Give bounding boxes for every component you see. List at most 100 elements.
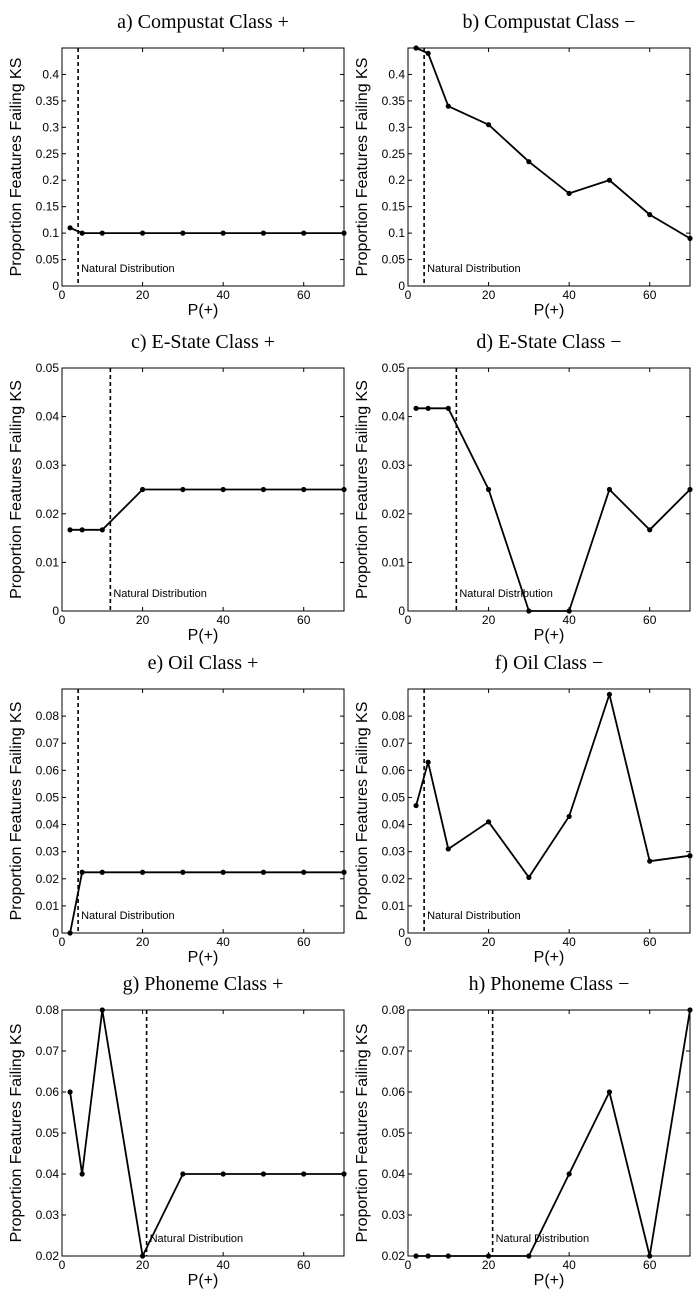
subplot-g: g) Phoneme Class + 0.02 0.03 0.04 0.05 0.06 0.… [8,973,347,1289]
x-tick-label: 60 [297,935,311,949]
y-tick-label: 0.2 [42,173,59,187]
subplot-title: f) Oil Class − [495,652,604,674]
x-tick-label: 0 [59,935,66,949]
series-line [415,47,691,240]
y-tick-label: 0.05 [382,790,406,804]
y-tick-label: 0 [52,604,59,618]
data-point [260,1171,267,1177]
x-tick-label: 20 [482,935,496,949]
y-tick-label: 0.02 [382,872,406,886]
natural-distribution-label: Natural Distribution [427,910,521,922]
y-tick-label: 0 [398,604,405,618]
data-point [566,190,572,197]
y-tick-label: 0.01 [382,899,406,913]
subplot-a: a) Compustat Class + 0 0.05 0.1 0.15 0.2 0.25 0… [8,11,347,319]
data-point [647,858,653,864]
data-point [687,1007,693,1013]
y-tick-label: 0.08 [36,1003,60,1017]
axes-frame [61,1009,345,1257]
data-point [485,486,492,493]
data-point [139,869,146,875]
y-axis-label: Proportion Features Failing KS [354,1024,371,1243]
subplot-c: c) E-State Class + 0 0.01 0.02 0.03 0.04 0.05 0… [8,331,347,644]
y-axis-label: Proportion Features Failing KS [8,702,25,921]
subplot-title: b) Compustat Class − [463,11,636,33]
natural-distribution-label: Natural Distribution [427,263,521,275]
x-tick-label: 40 [216,935,230,949]
y-tick-label: 0.2 [388,173,405,187]
data-point [606,1089,613,1095]
y-tick-label: 0.01 [382,555,406,569]
data-point [260,869,267,875]
y-tick-label: 0.1 [42,226,59,240]
x-tick-label: 40 [216,288,230,302]
x-axis-label: P(+) [534,1272,565,1289]
y-tick-label: 0 [52,279,59,293]
x-tick-label: 20 [136,1258,150,1272]
data-point [301,1171,307,1177]
x-tick-label: 20 [482,1258,496,1272]
y-tick-label: 0.04 [36,1167,60,1181]
y-tick-label: 0.03 [382,458,406,472]
x-tick-label: 60 [297,288,311,302]
data-point [220,486,226,493]
data-point [445,103,451,109]
y-tick-label: 0.04 [36,410,60,424]
x-tick-label: 0 [405,288,412,302]
data-point [445,1253,451,1259]
y-tick-label: 0.06 [382,763,406,777]
data-point [566,1171,572,1177]
data-point [445,405,451,411]
x-tick-label: 40 [216,613,230,627]
data-point [79,230,85,236]
natural-distribution-label: Natural Distribution [81,263,175,275]
data-point [647,527,653,533]
subplot-title: a) Compustat Class + [117,11,289,33]
subplot-b: b) Compustat Class − 0 0.05 0.1 0.15 0.2 0.25 0… [354,11,693,319]
subplot-title: e) Oil Class + [148,652,259,674]
data-point [67,527,73,533]
x-tick-label: 40 [562,613,576,627]
axes-frame [407,367,691,612]
y-tick-label: 0.02 [382,507,406,521]
x-tick-label: 0 [59,613,66,627]
axes-frame [407,47,691,287]
data-point [566,813,572,820]
natural-distribution-label: Natural Distribution [496,1233,590,1245]
series-line [416,1009,691,1257]
y-tick-label: 0.35 [382,94,406,108]
series-line [70,488,344,531]
x-tick-label: 60 [643,613,657,627]
series-line [416,407,691,612]
y-tick-label: 0.02 [382,1249,406,1263]
axes-frame [61,47,345,287]
x-tick-label: 20 [482,288,496,302]
y-tick-label: 0 [398,926,405,940]
data-point [301,869,307,875]
y-tick-label: 0.03 [36,1208,60,1222]
data-point [445,846,451,852]
data-point [687,486,693,493]
data-point [687,235,693,241]
y-tick-label: 0.1 [388,226,405,240]
data-point [425,1253,431,1259]
data-point [220,1171,226,1177]
x-tick-label: 40 [216,1258,230,1272]
y-tick-label: 0.4 [388,67,405,81]
y-tick-label: 0.4 [42,67,59,81]
natural-distribution-label: Natural Distribution [81,910,175,922]
natural-distribution-label: Natural Distribution [459,588,553,600]
data-point [526,608,532,614]
x-tick-label: 20 [482,613,496,627]
data-point [606,691,613,698]
y-tick-label: 0.05 [36,253,60,267]
data-point [260,230,267,236]
data-point [526,159,532,165]
x-tick-label: 0 [59,1258,66,1272]
y-tick-label: 0.05 [36,790,60,804]
data-point [301,486,307,493]
y-tick-label: 0.04 [36,818,60,832]
y-tick-label: 0.04 [382,1167,406,1181]
x-tick-label: 20 [136,613,150,627]
subplot-f: f) Oil Class − 0 0.01 0.02 0.03 0.04 0.05 0.06 0… [354,652,693,966]
